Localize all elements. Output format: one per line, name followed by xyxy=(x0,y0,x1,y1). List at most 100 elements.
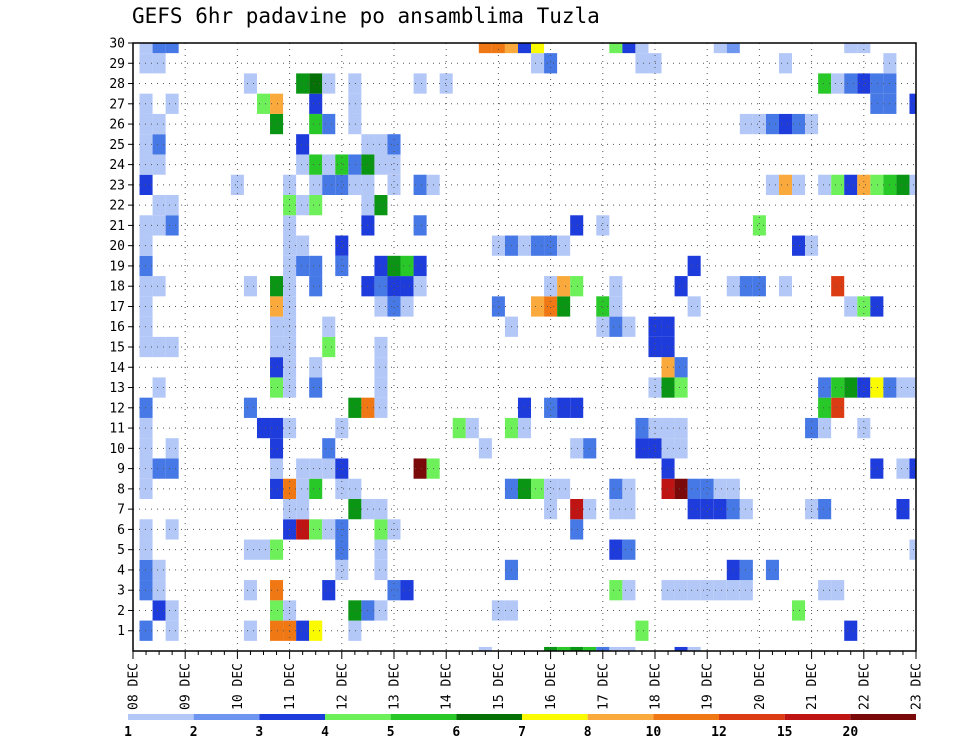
heatmap-cell xyxy=(570,519,584,540)
heatmap-cell xyxy=(139,336,153,358)
y-tick-label: 28 xyxy=(109,77,125,92)
heatmap-cell xyxy=(270,276,284,297)
y-tick-label: 14 xyxy=(109,361,125,376)
heatmap-cell xyxy=(270,93,284,114)
x-tick-label: 19 DEC xyxy=(701,663,716,710)
heatmap-cell xyxy=(700,580,714,601)
heatmap-cell xyxy=(831,73,845,94)
colorbar-swatch xyxy=(719,714,785,720)
heatmap-cell xyxy=(844,73,858,94)
y-tick-label: 5 xyxy=(117,543,125,558)
heatmap-cell xyxy=(387,580,401,601)
heatmap-cell xyxy=(765,113,779,135)
heatmap-cell xyxy=(609,646,623,651)
heatmap-cell xyxy=(544,478,558,499)
y-tick-label: 18 xyxy=(109,280,125,295)
heatmap-cell xyxy=(400,276,414,297)
heatmap-cell xyxy=(270,417,284,439)
heatmap-cell xyxy=(270,580,284,601)
heatmap-cell xyxy=(909,174,916,195)
heatmap-cell xyxy=(296,255,310,277)
heatmap-cell xyxy=(296,519,310,540)
heatmap-cell xyxy=(139,174,153,195)
heatmap-cell xyxy=(387,154,401,175)
heatmap-cell xyxy=(517,235,532,256)
heatmap-cell xyxy=(557,276,571,297)
heatmap-cell xyxy=(413,276,427,297)
heatmap-cell xyxy=(139,255,153,277)
heatmap-cell xyxy=(387,174,401,195)
heatmap-cell xyxy=(322,113,336,135)
colorbar-swatch xyxy=(587,714,654,720)
heatmap-cell xyxy=(270,113,284,135)
heatmap-cell xyxy=(531,478,545,499)
heatmap-cell xyxy=(374,397,388,418)
heatmap-cell xyxy=(609,276,623,297)
heatmap-cell xyxy=(374,357,388,378)
heatmap-cell xyxy=(152,43,166,54)
heatmap-cell xyxy=(531,296,545,317)
heatmap-cell xyxy=(348,154,362,175)
heatmap-cell xyxy=(674,580,688,601)
heatmap-cell xyxy=(374,276,388,297)
heatmap-cell xyxy=(700,478,714,499)
y-tick-label: 1 xyxy=(117,624,125,639)
heatmap-cell xyxy=(139,154,153,175)
heatmap-cell xyxy=(478,438,492,459)
heatmap-cell xyxy=(374,377,388,398)
heatmap-cell xyxy=(152,195,166,216)
heatmap-cell xyxy=(270,336,284,358)
heatmap-cell xyxy=(857,174,871,195)
colorbar-label: 2 xyxy=(190,725,198,740)
heatmap-cell xyxy=(335,539,349,560)
heatmap-cell xyxy=(635,620,649,641)
colorbar-label: 15 xyxy=(777,725,793,740)
heatmap-cell xyxy=(544,276,558,297)
heatmap-cell xyxy=(517,43,532,54)
heatmap-cell xyxy=(687,478,701,499)
heatmap-cell xyxy=(752,276,766,297)
heatmap-cell xyxy=(309,458,323,479)
heatmap-cell xyxy=(557,235,571,256)
heatmap-cell xyxy=(674,357,688,378)
heatmap-cell xyxy=(270,478,284,499)
heatmap-cell xyxy=(439,73,453,94)
x-tick-label: 16 DEC xyxy=(544,663,559,710)
heatmap-cell xyxy=(687,499,701,520)
heatmap-cell xyxy=(713,43,727,54)
heatmap-cell xyxy=(557,478,571,499)
heatmap-cell xyxy=(348,478,362,499)
heatmap-cell xyxy=(243,620,257,641)
heatmap-cell xyxy=(622,316,636,337)
heatmap-cell xyxy=(713,499,727,520)
heatmap-cell xyxy=(491,600,505,621)
colorbar-label: 3 xyxy=(255,725,263,740)
heatmap-cell xyxy=(726,43,740,54)
y-tick-label: 20 xyxy=(109,239,125,254)
heatmap-cell xyxy=(622,478,636,499)
heatmap-cell xyxy=(348,113,362,135)
heatmap-cell xyxy=(557,646,571,651)
heatmap-cell xyxy=(857,296,871,317)
heatmap-cell xyxy=(661,417,675,439)
heatmap-cell xyxy=(335,478,349,499)
heatmap-cell xyxy=(661,377,675,398)
heatmap-cell xyxy=(139,134,153,155)
heatmap-cell xyxy=(544,499,558,520)
heatmap-cell xyxy=(387,296,401,317)
heatmap-cell xyxy=(152,580,166,601)
heatmap-cell xyxy=(413,73,427,94)
colorbar-label: 12 xyxy=(711,725,727,740)
heatmap-cell xyxy=(139,296,153,317)
heatmap-cell xyxy=(635,438,649,459)
heatmap-cell xyxy=(139,397,153,418)
heatmap-cell xyxy=(687,296,701,317)
x-tick-label: 23 DEC xyxy=(910,663,925,710)
heatmap-cell xyxy=(557,296,571,317)
colorbar-swatch xyxy=(390,714,457,720)
heatmap-cell xyxy=(818,417,832,439)
heatmap-cell xyxy=(374,499,388,520)
y-tick-label: 7 xyxy=(117,503,125,518)
heatmap-cell xyxy=(909,539,916,560)
heatmap-cell xyxy=(296,620,310,641)
